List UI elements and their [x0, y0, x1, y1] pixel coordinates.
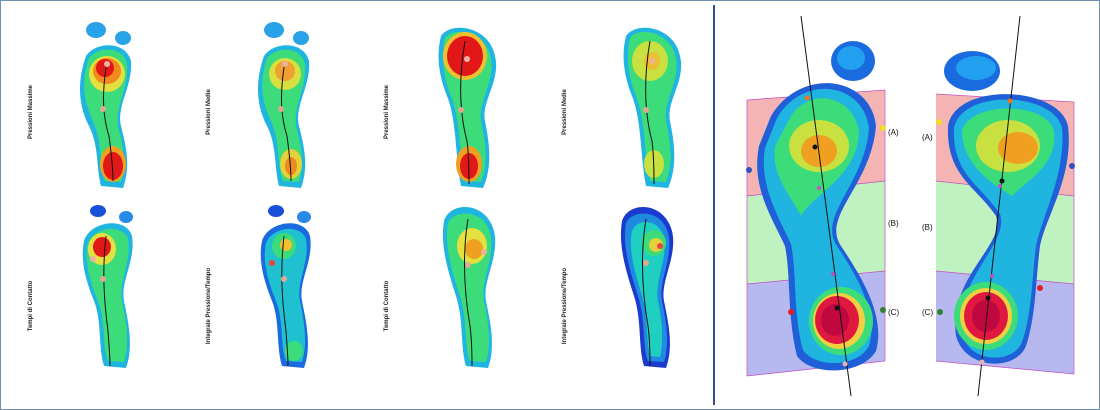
zone-label-left-a: (A)	[888, 128, 899, 137]
zone-label-right-b: (B)	[922, 223, 933, 232]
zone-label-left-b: (B)	[888, 219, 899, 228]
panel-label-pressioni-medie-1: Pressioni Medie	[206, 89, 212, 135]
zoned-foot-right	[936, 16, 1081, 396]
zone-label-right-a: (A)	[922, 133, 933, 142]
foot-map-pressioni-massime-2	[431, 16, 501, 196]
zone-label-right-c: (C)	[922, 308, 934, 317]
section-divider	[713, 5, 715, 405]
panel-label-integrale-2: Integrale Pressione/Tempo	[562, 267, 568, 345]
foot-map-integrale-1	[254, 201, 324, 376]
panel-label-integrale-1: Integrale Pressione/Tempo	[206, 267, 212, 345]
panel-label-pressioni-massime-2: Pressioni Massime	[384, 84, 390, 140]
panel-label-tempi-di-contatto-1: Tempi di Contatto	[28, 280, 34, 332]
zoned-foot-left	[741, 16, 891, 396]
foot-map-pressioni-massime-1	[71, 16, 141, 196]
foot-map-pressioni-medie-1	[249, 16, 319, 196]
foot-map-tempi-di-contatto-1	[76, 201, 146, 376]
foot-map-tempi-di-contatto-2	[438, 201, 508, 376]
foot-map-pressioni-medie-2	[616, 16, 686, 196]
panel-label-pressioni-medie-2: Pressioni Medie	[562, 89, 568, 135]
foot-map-integrale-2	[616, 201, 686, 376]
panel-label-pressioni-massime-1: Pressioni Massime	[28, 84, 34, 140]
zone-label-left-c: (C)	[888, 308, 900, 317]
panel-label-tempi-di-contatto-2: Tempi di Contatto	[384, 280, 390, 332]
